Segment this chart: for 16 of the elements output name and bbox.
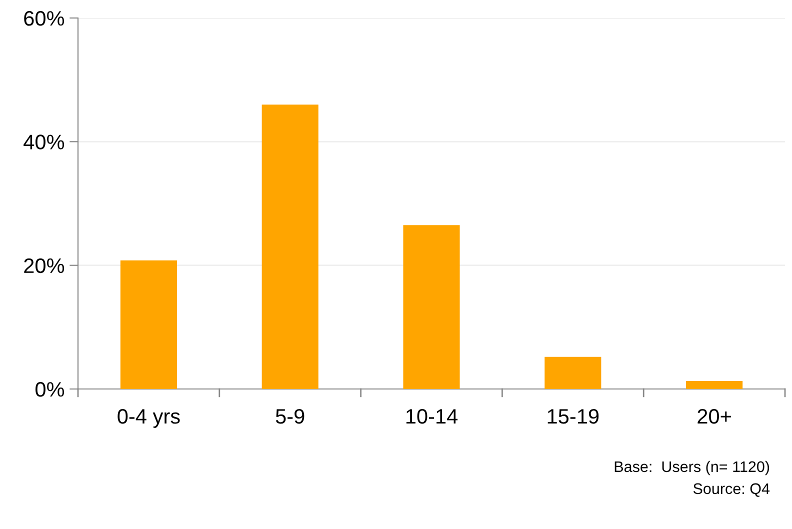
bar bbox=[262, 104, 318, 389]
x-tick-label: 20+ bbox=[698, 408, 731, 424]
x-tick-label: 15-19 bbox=[548, 408, 599, 424]
bar bbox=[120, 260, 177, 389]
y-tick-label: 40% bbox=[24, 134, 64, 150]
x-tick-label: 10-14 bbox=[406, 408, 458, 424]
source-note: Source: Q4 bbox=[693, 483, 770, 497]
x-tick-label: 0-4 yrs bbox=[118, 408, 180, 428]
y-tick-label: 20% bbox=[24, 258, 64, 274]
bar bbox=[686, 380, 743, 389]
y-tick-label: 60% bbox=[24, 11, 64, 26]
y-tick-label: 0% bbox=[36, 382, 64, 397]
bar bbox=[544, 356, 602, 389]
x-tick-label: 5-9 bbox=[276, 408, 304, 424]
bar bbox=[403, 225, 460, 389]
text: Base: Users (n= 1120) bbox=[614, 460, 770, 476]
